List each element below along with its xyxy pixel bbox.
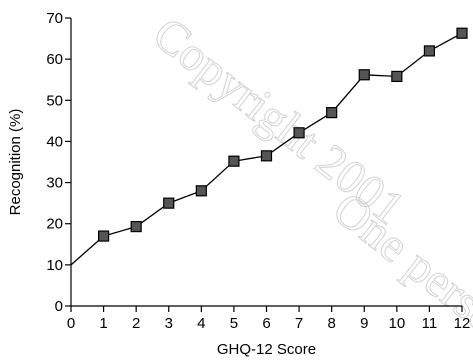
data-point bbox=[228, 155, 240, 167]
data-point bbox=[97, 230, 110, 242]
x-axis-ticks: 0 1 2 3 4 5 6 7 8 9 10 11 12 bbox=[67, 306, 471, 332]
data-point bbox=[423, 45, 436, 57]
data-point bbox=[293, 127, 305, 139]
y-tick-label: 30 bbox=[46, 175, 63, 192]
y-tick-label: 70 bbox=[46, 10, 63, 27]
y-axis-label: Recognition (%) bbox=[7, 109, 24, 216]
y-tick-label: 50 bbox=[46, 92, 63, 109]
x-tick-label: 7 bbox=[295, 315, 303, 332]
x-tick-label: 6 bbox=[262, 315, 270, 332]
data-point bbox=[391, 70, 403, 83]
x-tick-label: 0 bbox=[67, 315, 75, 332]
x-tick-label: 8 bbox=[327, 315, 335, 332]
x-tick-label: 10 bbox=[388, 315, 405, 332]
data-point bbox=[456, 27, 468, 39]
x-tick-label: 1 bbox=[99, 315, 107, 332]
x-tick-label: 9 bbox=[360, 315, 368, 332]
y-tick-label: 40 bbox=[46, 133, 63, 150]
data-point bbox=[195, 185, 207, 197]
data-point bbox=[163, 197, 175, 209]
x-axis-label: GHQ-12 Score bbox=[217, 341, 316, 358]
x-tick-label: 11 bbox=[422, 315, 438, 332]
data-point bbox=[358, 69, 370, 81]
y-axis-ticks: 0 10 20 30 40 50 60 70 bbox=[46, 10, 71, 315]
y-tick-label: 10 bbox=[46, 257, 63, 274]
x-tick-label: 4 bbox=[197, 315, 205, 332]
y-tick-label: 60 bbox=[46, 51, 63, 68]
data-point bbox=[260, 150, 273, 162]
x-tick-label: 3 bbox=[165, 315, 173, 332]
x-tick-label: 12 bbox=[454, 315, 471, 332]
series-layer bbox=[70, 27, 468, 266]
y-tick-label: 20 bbox=[46, 216, 63, 233]
x-tick-label: 5 bbox=[230, 315, 238, 332]
data-point bbox=[130, 220, 142, 233]
y-tick-label: 0 bbox=[55, 298, 63, 315]
x-tick-label: 2 bbox=[132, 315, 140, 332]
data-point bbox=[326, 107, 338, 119]
